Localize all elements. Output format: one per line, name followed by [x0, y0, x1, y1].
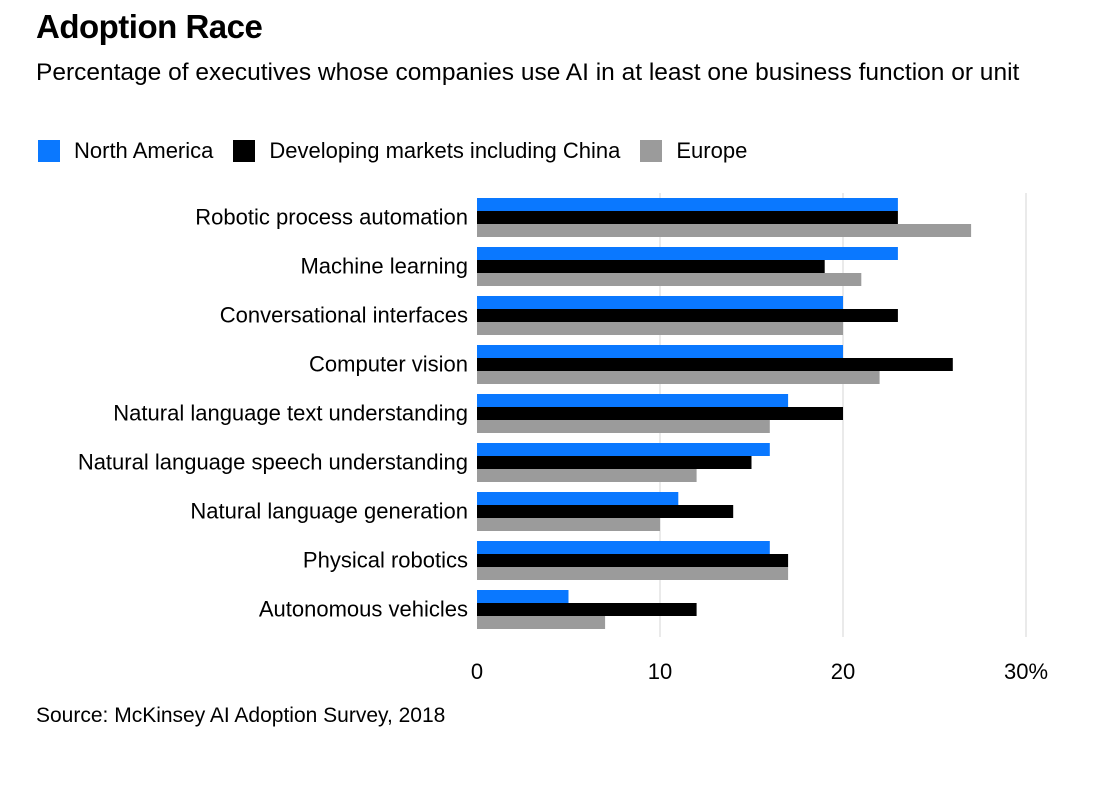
legend-item-north-america: North America	[38, 138, 213, 164]
legend-item-developing-markets: Developing markets including China	[233, 138, 620, 164]
x-tick-label-30: 30%	[1004, 659, 1048, 684]
legend-label-europe: Europe	[676, 138, 748, 163]
bar-north-america-natural-language-speech-understanding	[477, 443, 770, 456]
bar-north-america-physical-robotics	[477, 541, 770, 554]
x-tick-label-0: 0	[471, 659, 483, 684]
legend-swatch-developing-markets	[233, 140, 256, 162]
bar-developing-markets-including-china-natural-language-text-understanding	[477, 407, 843, 420]
bar-developing-markets-including-china-conversational-interfaces	[477, 309, 898, 322]
category-label-machine-learning: Machine learning	[300, 254, 468, 279]
bar-developing-markets-including-china-autonomous-vehicles	[477, 603, 697, 616]
chart-subtitle: Percentage of executives whose companies…	[36, 59, 1020, 86]
legend-label-north-america: North America	[74, 138, 214, 163]
category-label-computer-vision: Computer vision	[309, 352, 468, 377]
bar-north-america-natural-language-generation	[477, 492, 679, 505]
bar-europe-machine-learning	[477, 273, 862, 286]
bar-north-america-computer-vision	[477, 345, 843, 358]
source-note: Source: McKinsey AI Adoption Survey, 201…	[36, 704, 446, 727]
category-label-natural-language-speech-understanding: Natural language speech understanding	[78, 450, 468, 475]
bar-developing-markets-including-china-natural-language-speech-understanding	[477, 456, 752, 469]
legend-swatch-north-america	[38, 140, 60, 162]
category-label-natural-language-generation: Natural language generation	[190, 499, 468, 524]
bar-developing-markets-including-china-robotic-process-automation	[477, 211, 898, 224]
legend-swatch-europe	[640, 140, 663, 162]
bar-europe-computer-vision	[477, 371, 880, 384]
bar-developing-markets-including-china-machine-learning	[477, 260, 825, 273]
bar-europe-robotic-process-automation	[477, 224, 972, 237]
category-label-natural-language-text-understanding: Natural language text understanding	[113, 401, 468, 426]
bar-north-america-natural-language-text-understanding	[477, 394, 789, 407]
bar-europe-conversational-interfaces	[477, 322, 843, 335]
x-tick-label-20: 20	[831, 659, 855, 684]
bar-europe-autonomous-vehicles	[477, 616, 606, 629]
bar-developing-markets-including-china-physical-robotics	[477, 554, 789, 567]
bar-north-america-conversational-interfaces	[477, 296, 843, 309]
category-label-robotic-process-automation: Robotic process automation	[195, 205, 468, 230]
legend-item-europe: Europe	[640, 138, 747, 164]
x-tick-label-10: 10	[648, 659, 672, 684]
bar-developing-markets-including-china-computer-vision	[477, 358, 953, 371]
category-label-autonomous-vehicles: Autonomous vehicles	[259, 597, 468, 622]
bar-developing-markets-including-china-natural-language-generation	[477, 505, 734, 518]
category-label-physical-robotics: Physical robotics	[303, 548, 468, 573]
legend-label-developing-markets: Developing markets including China	[269, 138, 621, 163]
bar-north-america-robotic-process-automation	[477, 198, 898, 211]
bar-europe-natural-language-generation	[477, 518, 660, 531]
bar-europe-natural-language-text-understanding	[477, 420, 770, 433]
bar-north-america-machine-learning	[477, 247, 898, 260]
bar-europe-natural-language-speech-understanding	[477, 469, 697, 482]
bar-north-america-autonomous-vehicles	[477, 590, 569, 603]
chart-title: Adoption Race	[36, 8, 263, 45]
bar-europe-physical-robotics	[477, 567, 789, 580]
category-label-conversational-interfaces: Conversational interfaces	[220, 303, 468, 328]
bar-chart: Robotic process automation Machine learni…	[78, 193, 1048, 684]
legend: North America Developing markets includi…	[38, 138, 767, 164]
